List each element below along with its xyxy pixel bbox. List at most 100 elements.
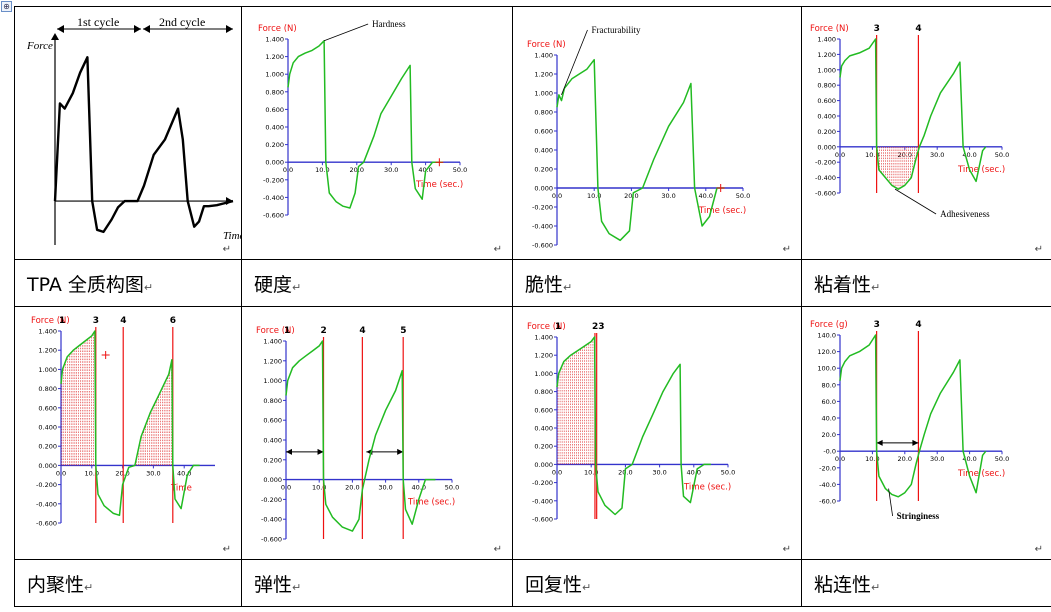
plot-cell-cohesiveness: 1.400 1.200 1.000 0.800 0.600 0.400 0.200 0.000… — [14, 306, 242, 560]
cycle-arrow-head — [143, 25, 150, 33]
y-axis-label: Force (N) — [527, 40, 566, 50]
chart-resilience: 1.400 1.200 1.000 0.800 0.600 0.400 0.200 0.000… — [527, 322, 735, 524]
caption-cohesiveness: 内聚性↵ — [14, 559, 242, 607]
caption-text: 粘着性 — [814, 273, 872, 296]
y-tick-label: 100.0 — [817, 365, 836, 373]
x-tick-label: 50.0 — [995, 455, 1009, 463]
y-tick-label: 0.800 — [263, 397, 282, 405]
x-tick-label: 20.0 — [350, 166, 364, 174]
marker-label: 4 — [359, 326, 365, 336]
y-tick-label: -0.200 — [261, 496, 282, 504]
y-tick-label: 0.600 — [263, 417, 282, 425]
caption-stringiness: 粘连性↵ — [801, 559, 1051, 607]
y-tick-label: 120.0 — [817, 348, 836, 356]
series-line — [556, 336, 711, 516]
y-tick-label: -0.400 — [36, 500, 57, 508]
return-mark: ↵ — [84, 580, 94, 594]
y-tick-label: 1.400 — [38, 328, 57, 336]
y-tick-label: 1.200 — [38, 347, 57, 355]
y-tick-label: -0.600 — [263, 212, 284, 220]
y-tick-label: -0.200 — [815, 159, 836, 167]
chart-cohesiveness: 1.400 1.200 1.000 0.800 0.600 0.400 0.200 0.000… — [31, 316, 215, 528]
caption-text: 脆性 — [525, 273, 564, 296]
y-tick-label: 0.800 — [817, 82, 836, 90]
return-mark: ↵ — [493, 544, 502, 555]
cycle-arrow-head — [57, 25, 64, 33]
return-mark: ↵ — [871, 580, 881, 594]
y-tick-label: 0.600 — [38, 404, 57, 412]
series-line — [287, 40, 443, 209]
y-tick-label: 0.800 — [265, 88, 284, 96]
cycle-label: 1st cycle — [77, 15, 119, 29]
end-cross — [716, 184, 725, 192]
x-tick-label: 10.0 — [865, 151, 879, 159]
marker-label: 3 — [874, 320, 880, 330]
distance-arrow-head — [876, 439, 883, 446]
x-axis-label: Time (sec.) — [957, 469, 1005, 479]
x-tick-label: 10.0 — [85, 469, 99, 477]
marker-label: 5 — [400, 326, 406, 336]
x-tick-label: 30.0 — [146, 469, 160, 477]
y-tick-label: 0.800 — [534, 388, 553, 396]
y-tick-label: 0.600 — [534, 128, 553, 136]
x-axis-label: Time (sec.) — [415, 180, 463, 190]
x-tick-label: 0.0 — [281, 484, 291, 492]
x-tick-label: 40.0 — [687, 468, 701, 476]
x-tick-label: 10.0 — [315, 166, 329, 174]
x-axis-label: Time (sec.) — [683, 482, 731, 492]
x-tick-label: 50.0 — [736, 192, 750, 200]
table-move-handle[interactable]: ⊕ — [1, 1, 12, 12]
marker-label: 1 — [284, 326, 290, 336]
y-tick-label: 1.400 — [265, 36, 284, 44]
series-line — [60, 330, 200, 517]
y-tick-label: 1.400 — [534, 334, 553, 342]
y-tick-label: 1.400 — [263, 338, 282, 346]
marker-label: 4 — [915, 320, 921, 330]
y-tick-label: -40.0 — [819, 481, 836, 489]
x-tick-label: 10.0 — [312, 484, 326, 492]
plot-cell-adhesiveness: 1.400 1.200 1.000 0.800 0.600 0.400 0.200 0.000… — [801, 6, 1051, 260]
x-tick-label: 0.0 — [552, 468, 562, 476]
series-line — [556, 58, 725, 242]
plot-cell-springiness: 1.400 1.200 1.000 0.800 0.600 0.400 0.200 0.000… — [241, 306, 513, 560]
y-tick-label: 1.400 — [817, 36, 836, 44]
marker-label: 3 — [93, 316, 99, 326]
caption-fracturability: 脆性↵ — [512, 259, 802, 307]
y-tick-label: 1.200 — [817, 51, 836, 59]
series-line — [839, 334, 987, 498]
y-tick-label: 20.0 — [822, 431, 836, 439]
y-tick-label: 0.400 — [38, 424, 57, 432]
x-axis-label: Time — [223, 230, 241, 242]
x-tick-label: 40.0 — [699, 192, 713, 200]
y-tick-label: 140.0 — [817, 332, 836, 340]
caption-resilience: 回复性↵ — [512, 559, 802, 607]
marker-label: 1 — [555, 322, 561, 332]
y-axis-label: Force (N) — [31, 316, 70, 326]
annotation-leader — [323, 23, 369, 42]
y-tick-label: -0.400 — [532, 223, 553, 231]
y-tick-label: 1.000 — [263, 377, 282, 385]
y-tick-label: -0.600 — [261, 536, 282, 544]
chart-hardness: 1.400 1.200 1.000 0.800 0.600 0.400 0.200 0.000… — [258, 19, 467, 220]
marker-label: 4 — [120, 316, 126, 326]
y-tick-label: 0.400 — [534, 425, 553, 433]
x-tick-label: 30.0 — [930, 455, 944, 463]
return-mark: ↵ — [222, 544, 231, 555]
annotation-label: Hardness — [372, 19, 406, 29]
x-tick-label: 50.0 — [995, 151, 1009, 159]
y-tick-label: 40.0 — [822, 415, 836, 423]
y-tick-label: -60.0 — [819, 498, 836, 506]
y-tick-label: 0.000 — [534, 185, 553, 193]
x-tick-label: 30.0 — [378, 484, 392, 492]
y-tick-label: 0.000 — [265, 159, 284, 167]
x-tick-label: 10.0 — [587, 192, 601, 200]
y-tick-label: 0.200 — [534, 443, 553, 451]
return-mark: ↵ — [143, 280, 154, 294]
y-tick-label: 0.800 — [38, 385, 57, 393]
caption-text: 内聚性 — [27, 573, 85, 596]
y-tick-label: 60.0 — [822, 398, 836, 406]
series-line — [839, 38, 987, 190]
distance-arrow-head — [317, 448, 324, 455]
caption-text: 粘连性 — [814, 573, 872, 596]
y-tick-label: 1.000 — [534, 370, 553, 378]
